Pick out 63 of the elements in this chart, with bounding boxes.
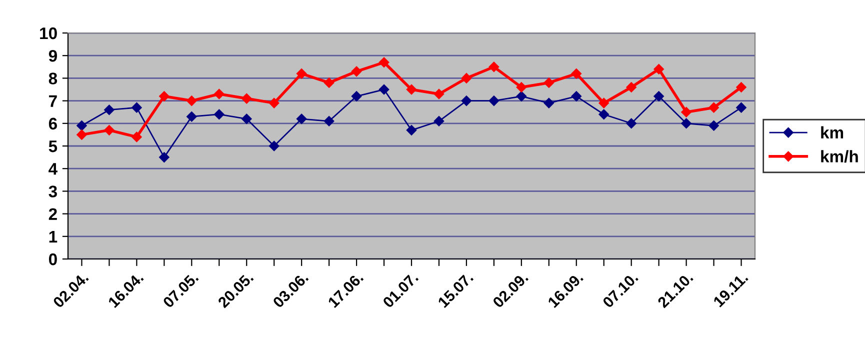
y-tick-label: 8 — [48, 72, 58, 84]
point — [104, 125, 114, 136]
y-tick-label: 4 — [48, 163, 58, 175]
point — [544, 98, 554, 108]
point — [708, 120, 719, 131]
point — [324, 116, 334, 126]
y-tick-label: 3 — [48, 186, 57, 198]
point — [736, 82, 746, 92]
legend-label: km/h — [821, 150, 858, 163]
point — [351, 91, 362, 102]
point — [186, 96, 197, 106]
point — [268, 98, 280, 108]
point — [571, 68, 582, 79]
y-tick-label: 2 — [48, 208, 57, 220]
point — [378, 84, 390, 95]
point — [516, 91, 527, 102]
point — [708, 102, 719, 113]
point — [681, 106, 692, 118]
point — [434, 116, 444, 126]
point — [159, 152, 170, 162]
point — [351, 66, 362, 77]
point — [214, 88, 224, 100]
point — [598, 98, 609, 108]
y-tick-label: 5 — [48, 140, 58, 152]
y-tick-label: 6 — [48, 118, 57, 130]
point — [242, 93, 252, 104]
y-tick-label: 7 — [49, 95, 57, 107]
point — [296, 68, 307, 79]
y-tick-label: 0 — [48, 253, 57, 266]
point — [104, 104, 114, 115]
point — [242, 114, 252, 124]
point — [544, 78, 554, 88]
point — [654, 64, 664, 74]
point — [324, 78, 334, 88]
point — [626, 118, 636, 129]
point — [406, 84, 417, 95]
point — [598, 109, 609, 120]
point — [736, 102, 746, 113]
point — [214, 109, 224, 120]
point — [268, 140, 280, 152]
point — [159, 91, 170, 102]
point — [461, 96, 472, 106]
point — [76, 120, 87, 131]
point — [571, 91, 582, 102]
point — [132, 132, 142, 142]
point — [76, 130, 87, 140]
point — [296, 114, 307, 124]
point — [516, 82, 527, 92]
point — [488, 62, 500, 72]
point — [626, 82, 636, 92]
point — [378, 57, 390, 68]
point — [461, 73, 472, 84]
y-tick-label: 9 — [48, 50, 57, 62]
point — [406, 125, 417, 136]
y-tick-label: 10 — [40, 27, 57, 40]
point — [132, 102, 142, 113]
point — [434, 88, 444, 100]
point — [681, 118, 692, 129]
y-tick-label: 1 — [49, 230, 58, 242]
legend-label: km — [821, 126, 844, 138]
point — [654, 91, 664, 102]
point — [186, 112, 197, 122]
point — [488, 96, 500, 106]
